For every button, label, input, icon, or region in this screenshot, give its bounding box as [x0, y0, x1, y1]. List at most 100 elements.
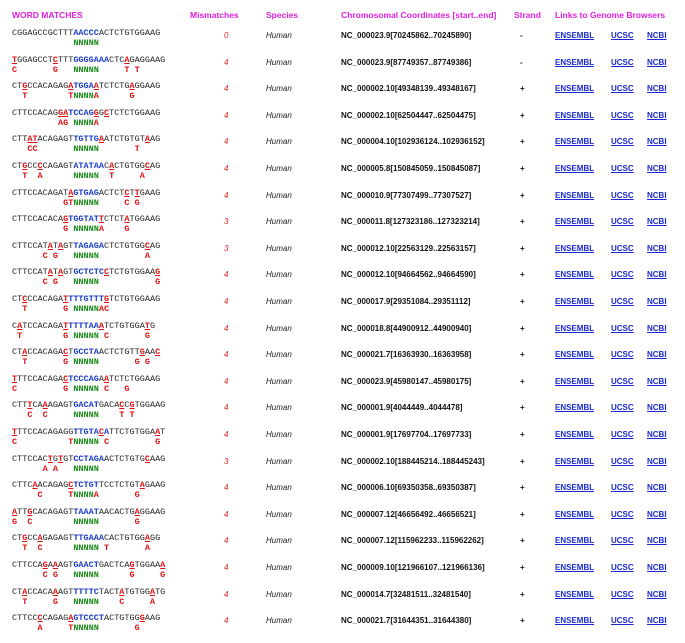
ensembl-link[interactable]: ENSEMBL: [555, 190, 595, 200]
ucsc-link[interactable]: UCSC: [611, 297, 634, 306]
ucsc-link[interactable]: UCSC: [611, 31, 634, 40]
ucsc-link[interactable]: UCSC: [611, 350, 634, 360]
strand: +: [520, 563, 525, 572]
ensembl-link[interactable]: ENSEMBL: [555, 509, 595, 519]
ucsc-link[interactable]: UCSC: [611, 616, 634, 626]
mismatch-count: 3: [224, 456, 229, 466]
species: Human: [266, 376, 292, 386]
ensembl-link[interactable]: ENSEMBL: [555, 350, 595, 360]
ucsc-link[interactable]: UCSC: [611, 536, 634, 546]
ucsc-link[interactable]: UCSC: [611, 563, 634, 572]
ncbi-link[interactable]: NCBI: [647, 456, 667, 466]
ncbi-link[interactable]: NCBI: [647, 403, 667, 413]
ensembl-link[interactable]: ENSEMBL: [555, 563, 595, 572]
ncbi-link[interactable]: NCBI: [647, 616, 667, 626]
ncbi-link[interactable]: NCBI: [647, 164, 667, 173]
ncbi-link[interactable]: NCBI: [647, 509, 667, 519]
strand: -: [520, 31, 523, 40]
table-row: CTTCCACAGGATCCAGGGCTCTCTGGAAG AG NNNNA 4 H…: [0, 105, 685, 132]
ucsc-link[interactable]: UCSC: [611, 57, 634, 67]
ucsc-link[interactable]: UCSC: [611, 376, 634, 386]
ncbi-link[interactable]: NCBI: [647, 84, 667, 94]
ensembl-link[interactable]: ENSEMBL: [555, 589, 595, 599]
ncbi-link[interactable]: NCBI: [647, 57, 667, 67]
chromosomal-coordinates: NC_000007.12[115962233..115962262]: [341, 536, 484, 546]
ncbi-link[interactable]: NCBI: [647, 110, 667, 120]
strand: +: [520, 509, 525, 519]
ensembl-link[interactable]: ENSEMBL: [555, 483, 595, 493]
mismatch-count: 4: [224, 483, 229, 493]
ensembl-link[interactable]: ENSEMBL: [555, 217, 595, 227]
ucsc-link[interactable]: UCSC: [611, 270, 634, 280]
ncbi-link[interactable]: NCBI: [647, 563, 667, 572]
ucsc-link[interactable]: UCSC: [611, 137, 634, 147]
ncbi-link[interactable]: NCBI: [647, 217, 667, 227]
ucsc-link[interactable]: UCSC: [611, 110, 634, 120]
ucsc-link[interactable]: UCSC: [611, 190, 634, 200]
ncbi-link[interactable]: NCBI: [647, 137, 667, 147]
ncbi-link[interactable]: NCBI: [647, 243, 667, 253]
ensembl-link[interactable]: ENSEMBL: [555, 616, 595, 626]
ncbi-link[interactable]: NCBI: [647, 270, 667, 280]
ensembl-link[interactable]: ENSEMBL: [555, 536, 595, 546]
word-match-sequence: CTTCAACAGAGCTCTGTTCCTCTGTAGAAG C TNNNNA …: [12, 480, 166, 501]
strand: +: [520, 137, 525, 147]
mismatch-count: 0: [224, 31, 229, 40]
ensembl-link[interactable]: ENSEMBL: [555, 137, 595, 147]
ensembl-link[interactable]: ENSEMBL: [555, 297, 595, 306]
word-match-sequence: TTTCCACAGACTCCCAGAATCTCTGGAAG C G NNNNN C…: [12, 373, 161, 394]
ncbi-link[interactable]: NCBI: [647, 483, 667, 493]
ensembl-link[interactable]: ENSEMBL: [555, 84, 595, 94]
chromosomal-coordinates: NC_000001.9[17697704..17697733]: [341, 430, 472, 439]
mismatch-count: 4: [224, 589, 229, 599]
ucsc-link[interactable]: UCSC: [611, 430, 634, 439]
ncbi-link[interactable]: NCBI: [647, 589, 667, 599]
word-match-sequence: CTTCCAGAAAGTGAACTGACTCAGTGGAAA C G NNNNN…: [12, 560, 166, 580]
word-match-sequence: CTTTCAAAGAGTGACATGACACCGTGGAAG C C NNNNN…: [12, 400, 166, 421]
ucsc-link[interactable]: UCSC: [611, 456, 634, 466]
ensembl-link[interactable]: ENSEMBL: [555, 270, 595, 280]
ensembl-link[interactable]: ENSEMBL: [555, 164, 595, 173]
ncbi-link[interactable]: NCBI: [647, 536, 667, 546]
ucsc-link[interactable]: UCSC: [611, 323, 634, 333]
ensembl-link[interactable]: ENSEMBL: [555, 376, 595, 386]
species: Human: [266, 243, 292, 253]
ncbi-link[interactable]: NCBI: [647, 430, 667, 439]
mismatch-count: 4: [224, 616, 229, 626]
ensembl-link[interactable]: ENSEMBL: [555, 403, 595, 413]
mismatch-count: 4: [224, 376, 229, 386]
ncbi-link[interactable]: NCBI: [647, 31, 667, 40]
ensembl-link[interactable]: ENSEMBL: [555, 243, 595, 253]
header-links: Links to Genome Browsers: [555, 10, 666, 20]
table-row: CTGCCCCAGAGTATATAACACTGTGGCAG T A NNNNN …: [0, 158, 685, 185]
ucsc-link[interactable]: UCSC: [611, 483, 634, 493]
chromosomal-coordinates: NC_000023.9[70245862..70245890]: [341, 31, 472, 40]
word-match-sequence: CTCCCACAGATTTTGTTTGTCTGTGGAAG T G NNNNNA…: [12, 294, 161, 314]
ensembl-link[interactable]: ENSEMBL: [555, 430, 595, 439]
ucsc-link[interactable]: UCSC: [611, 243, 634, 253]
ensembl-link[interactable]: ENSEMBL: [555, 323, 595, 333]
mismatch-count: 4: [224, 403, 229, 413]
word-match-sequence: CTTCCACACAGTGGTATTCTCTATGGAAG G NNNNNA G: [12, 214, 161, 235]
ncbi-link[interactable]: NCBI: [647, 190, 667, 200]
ensembl-link[interactable]: ENSEMBL: [555, 57, 595, 67]
ucsc-link[interactable]: UCSC: [611, 164, 634, 173]
header-coords: Chromosomal Coordinates [start..end]: [341, 10, 497, 20]
ucsc-link[interactable]: UCSC: [611, 217, 634, 227]
ncbi-link[interactable]: NCBI: [647, 350, 667, 360]
ensembl-link[interactable]: ENSEMBL: [555, 110, 595, 120]
word-match-sequence: CTGCCAGAGAGTTTGAAACACTGTGGAGG T C NNNNN …: [12, 533, 161, 554]
table-row: TGGAGCCTCTTTGGGGAAACTCAGAGGAAG C G NNNNN …: [0, 52, 685, 79]
ensembl-link[interactable]: ENSEMBL: [555, 31, 595, 40]
ucsc-link[interactable]: UCSC: [611, 509, 634, 519]
chromosomal-coordinates: NC_000002.10[188445214..188445243]: [341, 456, 485, 466]
ncbi-link[interactable]: NCBI: [647, 376, 667, 386]
header-strand: Strand: [514, 10, 541, 20]
ucsc-link[interactable]: UCSC: [611, 403, 634, 413]
ucsc-link[interactable]: UCSC: [611, 589, 634, 599]
ucsc-link[interactable]: UCSC: [611, 84, 634, 94]
ensembl-link[interactable]: ENSEMBL: [555, 456, 595, 466]
mismatch-count: 4: [224, 297, 229, 306]
ncbi-link[interactable]: NCBI: [647, 297, 667, 306]
ncbi-link[interactable]: NCBI: [647, 323, 667, 333]
